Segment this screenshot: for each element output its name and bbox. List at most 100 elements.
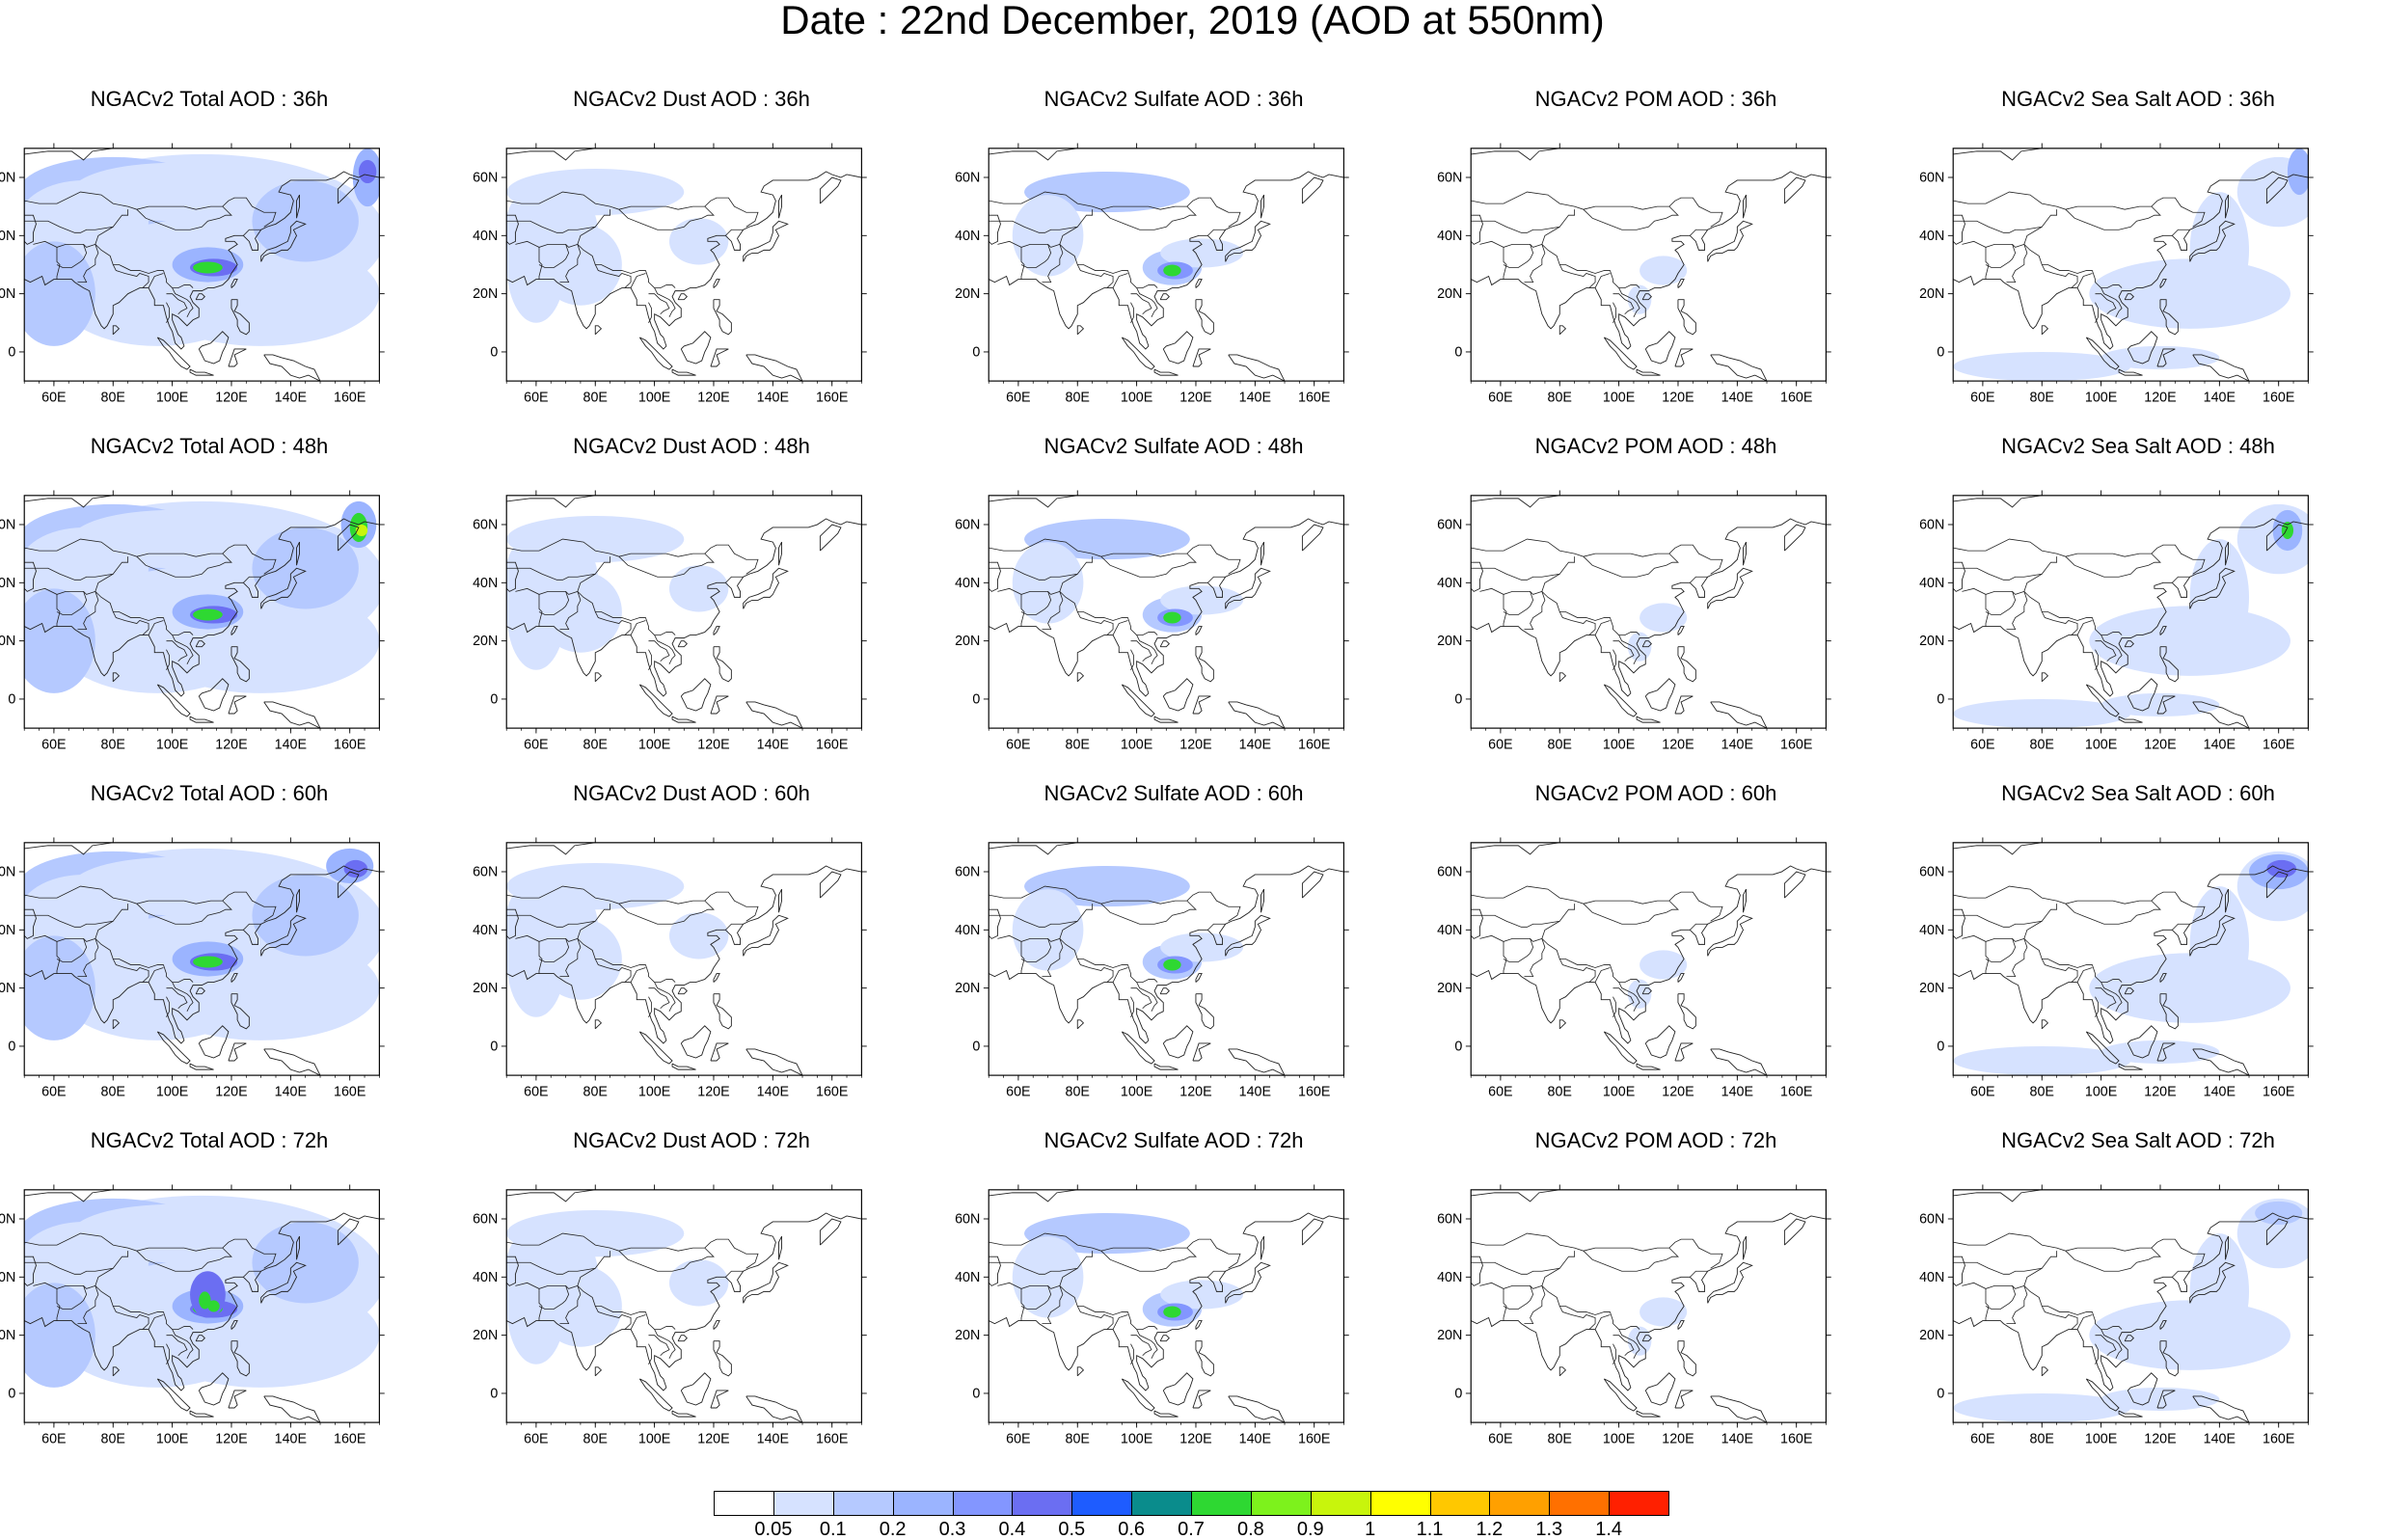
aod-map: 60E 80E 100E 120E 140E 160E 60N 40N 20N 0 — [955, 143, 1349, 406]
lat-tick-label: 40N — [1919, 1270, 1944, 1285]
lat-tick-label: 0 — [1937, 691, 1944, 707]
aod-region — [252, 527, 359, 609]
aod-map: 60E 80E 100E 120E 140E 160E 60N 40N 20N 0 — [0, 837, 385, 1100]
aod-region — [71, 509, 273, 569]
lat-tick-label: 0 — [1937, 1386, 1944, 1401]
panel-title: NGACv2 Sulfate AOD : 36h — [1043, 87, 1304, 111]
lon-tick-label: 60E — [1488, 738, 1512, 753]
lon-tick-label: 120E — [215, 1432, 247, 1447]
aod-region — [1012, 889, 1084, 971]
lat-tick-label: 60N — [1437, 864, 1462, 879]
aod-region — [1163, 264, 1181, 277]
aod-shading — [24, 1189, 380, 1423]
map-panel-dust-36h: NGACv2 Dust AOD : 36h 60E 80E 100E 120E 140E 1… — [473, 87, 894, 406]
lat-tick-label: 60N — [1919, 864, 1944, 879]
colorbar-label: 0.7 — [1178, 1519, 1205, 1540]
lon-tick-label: 140E — [757, 391, 789, 406]
lon-tick-label: 120E — [2144, 738, 2176, 753]
lon-tick-label: 100E — [156, 1432, 188, 1447]
aod-map: 60E 80E 100E 120E 140E 160E 60N 40N 20N 0 — [1437, 1184, 1831, 1447]
lon-tick-label: 60E — [524, 1432, 548, 1447]
aod-shading — [506, 495, 862, 729]
coastlines — [506, 842, 862, 1076]
coastlines — [506, 495, 862, 729]
lat-tick-label: 20N — [473, 286, 498, 302]
aod-region — [1953, 1392, 2131, 1423]
lon-tick-label: 60E — [1006, 391, 1030, 406]
aod-region — [193, 608, 223, 621]
aod-map: 60E 80E 100E 120E 140E 160E 60N 40N 20N 0 — [473, 837, 867, 1100]
map-panel-pom-60h: NGACv2 POM AOD : 60h 60E 80E 100E 120E 140E 16… — [1437, 781, 1858, 1100]
lon-tick-label: 100E — [1603, 1085, 1635, 1100]
lon-tick-label: 100E — [1603, 391, 1635, 406]
lon-tick-label: 120E — [2144, 1432, 2176, 1447]
lon-tick-label: 80E — [2030, 738, 2054, 753]
lon-tick-label: 80E — [2030, 391, 2054, 406]
lon-tick-label: 60E — [1006, 1432, 1030, 1447]
lon-tick-label: 100E — [1603, 738, 1635, 753]
lon-tick-label: 80E — [583, 391, 608, 406]
aod-map: 60E 80E 100E 120E 140E 160E 60N 40N 20N 0 — [0, 490, 385, 753]
aod-region — [24, 935, 95, 1040]
panel-title: NGACv2 Sea Salt AOD : 48h — [2001, 434, 2275, 458]
lat-tick-label: 40N — [0, 229, 15, 244]
lat-tick-label: 60N — [1919, 170, 1944, 185]
aod-map: 60E 80E 100E 120E 140E 160E 60N 40N 20N 0 — [1919, 837, 2314, 1100]
lon-tick-label: 120E — [697, 738, 729, 753]
aod-region — [1163, 959, 1181, 971]
colorbar-swatch — [1250, 1491, 1312, 1516]
lon-tick-label: 120E — [2144, 391, 2176, 406]
lat-tick-label: 0 — [1937, 1039, 1944, 1054]
aod-region — [1640, 256, 1688, 285]
lon-tick-label: 120E — [1662, 738, 1694, 753]
lon-tick-label: 140E — [2204, 391, 2236, 406]
lon-tick-label: 60E — [524, 391, 548, 406]
lon-tick-label: 80E — [101, 1085, 125, 1100]
map-frame — [23, 1189, 380, 1423]
lon-tick-label: 160E — [2263, 1432, 2294, 1447]
colorbar-label: 0.05 — [754, 1519, 793, 1540]
map-frame — [505, 842, 862, 1076]
lon-tick-label: 160E — [1780, 738, 1812, 753]
lat-tick-label: 0 — [1454, 1039, 1462, 1054]
lon-tick-label: 80E — [101, 738, 125, 753]
map-panel-seasalt-72h: NGACv2 Sea Salt AOD : 72h 60E 80E 100E 120E 1… — [1919, 1128, 2341, 1447]
aod-region — [506, 1209, 685, 1257]
aod-region — [1953, 698, 2131, 729]
lat-tick-label: 0 — [8, 344, 15, 360]
aod-region — [1640, 950, 1688, 980]
colorbar-label: 0.5 — [1058, 1519, 1086, 1540]
lon-tick-label: 60E — [524, 738, 548, 753]
map-panel-seasalt-48h: NGACv2 Sea Salt AOD : 48h 60E 80E 100E 120E 1… — [1919, 434, 2341, 753]
map-panel-dust-48h: NGACv2 Dust AOD : 48h 60E 80E 100E 120E 140E 1… — [473, 434, 894, 753]
aod-shading — [989, 1189, 1344, 1423]
coastlines — [1953, 1189, 2309, 1423]
lon-tick-label: 140E — [1721, 391, 1753, 406]
aod-map: 60E 80E 100E 120E 140E 160E 60N 40N 20N 0 — [955, 1184, 1349, 1447]
coastlines — [989, 148, 1344, 382]
aod-map: 60E 80E 100E 120E 140E 160E 60N 40N 20N 0 — [955, 837, 1349, 1100]
lon-tick-label: 140E — [2204, 1432, 2236, 1447]
map-frame — [1470, 842, 1827, 1076]
map-panel-dust-60h: NGACv2 Dust AOD : 60h 60E 80E 100E 120E 140E 1… — [473, 781, 894, 1100]
map-panel-sulfate-48h: NGACv2 Sulfate AOD : 48h 60E 80E 100E 120E 14… — [955, 434, 1376, 753]
aod-region — [2281, 521, 2294, 540]
lon-tick-label: 120E — [697, 391, 729, 406]
map-panel-sulfate-72h: NGACv2 Sulfate AOD : 72h 60E 80E 100E 120E 14… — [955, 1128, 1376, 1447]
lon-tick-label: 140E — [275, 1085, 307, 1100]
coastlines — [1471, 842, 1827, 1076]
aod-region — [24, 241, 95, 346]
lon-tick-label: 100E — [1121, 1432, 1152, 1447]
colorbar-label: 0.4 — [998, 1519, 1026, 1540]
lat-tick-label: 60N — [473, 170, 498, 185]
aod-shading — [24, 148, 380, 382]
lon-tick-label: 100E — [2085, 738, 2117, 753]
aod-region — [506, 862, 685, 910]
lon-tick-label: 120E — [215, 738, 247, 753]
lon-tick-label: 80E — [1548, 1432, 1572, 1447]
lat-tick-label: 0 — [1454, 1386, 1462, 1401]
panel-title: NGACv2 Sea Salt AOD : 60h — [2001, 781, 2275, 805]
lon-tick-label: 140E — [1239, 391, 1271, 406]
aod-shading — [1471, 495, 1827, 729]
aod-region — [2089, 953, 2290, 1023]
